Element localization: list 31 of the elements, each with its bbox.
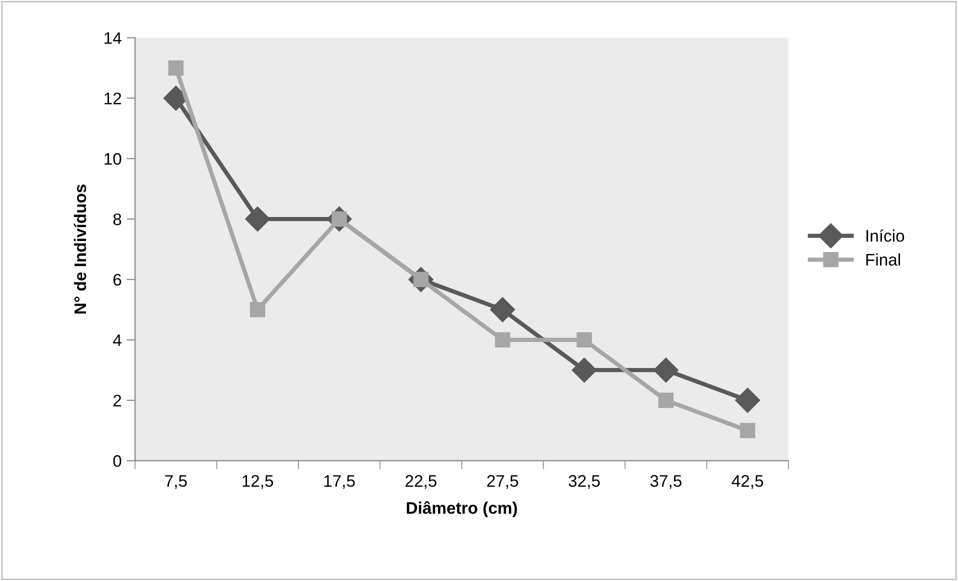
x-tick-label: 17,5 [324, 475, 355, 489]
point [245, 206, 270, 232]
y-tick-label: 6 [113, 274, 122, 286]
x-tick-label: 37,5 [650, 475, 682, 489]
y-tick-label: 14 [104, 32, 122, 44]
point [735, 388, 760, 413]
y-axis-title: N° de Indivíduos [74, 184, 86, 314]
x-tick-label: 42,5 [732, 475, 764, 489]
point [740, 422, 756, 438]
point [572, 358, 597, 383]
x-tick-label: 12,5 [242, 475, 274, 489]
x-tick-label: 27,5 [487, 475, 518, 489]
legend-label: Início [866, 229, 904, 242]
x-tick-label: 7,5 [165, 475, 187, 489]
point [653, 358, 678, 383]
point [490, 297, 516, 322]
x-axis-title: Diâmetro (cm) [406, 501, 517, 518]
x-tick-label: 22,5 [406, 475, 436, 489]
point [250, 302, 266, 318]
y-tick-label: 0 [113, 455, 122, 467]
point [658, 392, 674, 408]
y-tick-label: 4 [113, 334, 122, 346]
point [168, 60, 184, 76]
point [494, 332, 510, 348]
y-tick-label: 10 [104, 153, 122, 165]
y-tick-label: 2 [113, 394, 122, 406]
legend-label: Final [866, 253, 900, 266]
y-tick-label: 8 [113, 213, 122, 226]
point [576, 332, 592, 348]
y-tick-label: 12 [104, 92, 122, 104]
x-tick-label: 32,5 [568, 475, 600, 489]
